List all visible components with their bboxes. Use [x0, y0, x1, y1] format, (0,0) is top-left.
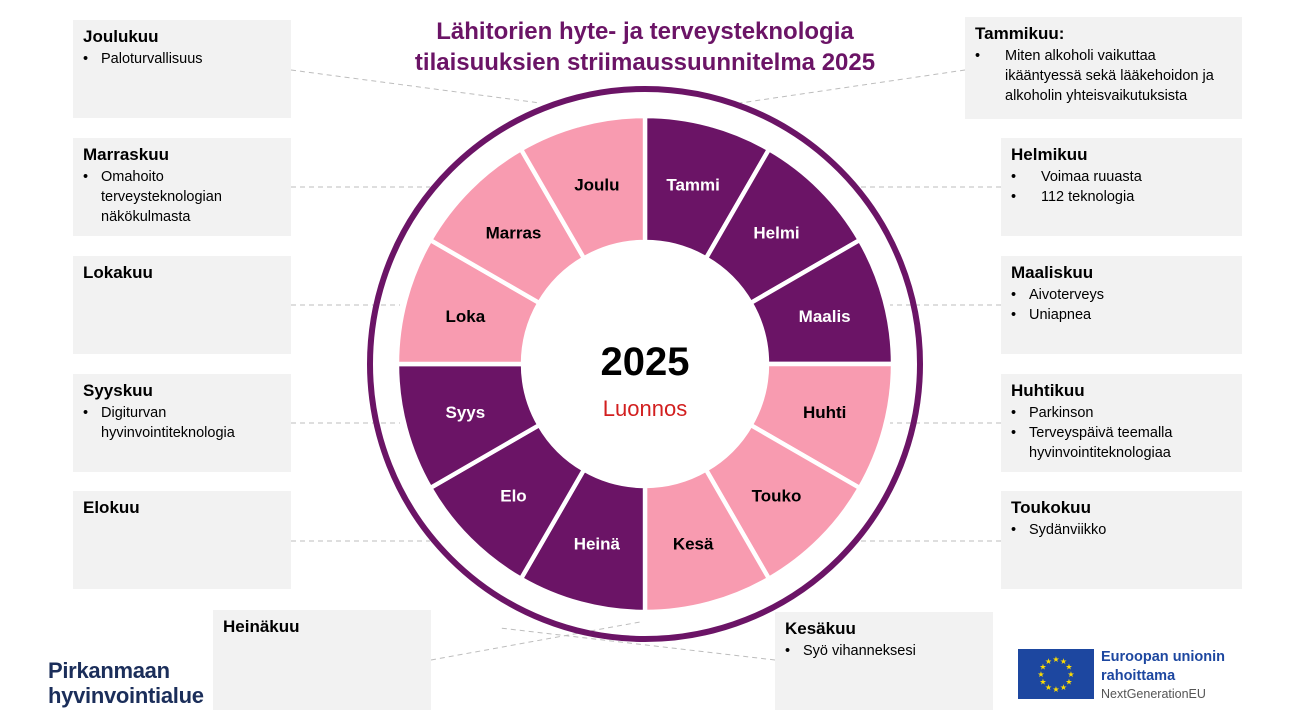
wheel-label: Maalis: [799, 307, 851, 326]
month-title: Kesäkuu: [785, 619, 856, 638]
topic-item: Digiturvan hyvinvointiteknologia: [83, 403, 281, 443]
title-line-2: tilaisuuksien striimaussuunnitelma 2025: [414, 49, 876, 76]
topic-list: Omahoito terveysteknologian näkökulmasta: [83, 167, 281, 227]
logo-line-2: hyvinvointialue: [48, 683, 204, 708]
eu-line-2: rahoittama: [1101, 668, 1176, 684]
pirkanmaa-logo: Pirkanmaan hyvinvointialue: [48, 658, 204, 708]
month-box-kesakuu: Kesäkuu Syö vihanneksesi: [775, 612, 993, 710]
month-box-joulukuu: Joulukuu Paloturvallisuus: [73, 20, 291, 118]
eu-flag-icon: ★ ★ ★ ★ ★ ★ ★ ★ ★ ★ ★ ★: [1018, 649, 1094, 699]
wheel-label: Huhti: [803, 403, 846, 422]
wheel-center: [523, 242, 767, 486]
connector-lines: [290, 69, 1001, 661]
title-line-1: Lähitorien hyte- ja terveysteknologia: [436, 18, 854, 45]
month-box-marraskuu: Marraskuu Omahoito terveysteknologian nä…: [73, 138, 291, 236]
month-title: Toukokuu: [1011, 498, 1091, 517]
topic-item: Uniapnea: [1011, 305, 1232, 325]
eu-line-1: Euroopan unionin: [1101, 649, 1226, 665]
wheel-label: Elo: [500, 487, 526, 506]
topic-item: Parkinson: [1011, 403, 1232, 423]
logo-line-1: Pirkanmaan: [48, 658, 170, 683]
eu-stars: ★★★★★★★★★ ★ ★★: [1037, 655, 1074, 694]
wheel-label: Touko: [752, 487, 802, 506]
star-icon: ★: [1060, 683, 1067, 692]
month-box-heinakuu: Heinäkuu: [213, 610, 431, 710]
topic-item: Omahoito terveysteknologian näkökulmasta: [83, 167, 281, 227]
month-title: Tammikuu:: [975, 24, 1065, 43]
star-icon: ★: [1067, 670, 1074, 679]
center-year: 2025: [600, 340, 690, 384]
month-title: Marraskuu: [83, 145, 169, 164]
page-title: Lähitorien hyte- ja terveysteknologia ti…: [330, 16, 960, 78]
month-title: Heinäkuu: [223, 617, 300, 636]
month-box-huhtikuu: Huhtikuu ParkinsonTerveyspäivä teemalla …: [1001, 374, 1242, 472]
month-title: Elokuu: [83, 498, 140, 517]
wheel-label: Joulu: [574, 175, 619, 194]
connector-line: [430, 621, 641, 661]
month-box-syyskuu: Syyskuu Digiturvan hyvinvointiteknologia: [73, 374, 291, 472]
topic-list: Paloturvallisuus: [83, 49, 281, 69]
wheel-segments: Tammi Helmi Maalis Huhti Touko Kesä Heinä Elo Sy…: [394, 113, 896, 615]
star-icon: ★: [1065, 678, 1072, 687]
connector-line: [499, 627, 776, 661]
month-box-lokakuu: Lokakuu: [73, 256, 291, 354]
wheel-label: Helmi: [753, 223, 799, 242]
star-icon: ★: [1039, 663, 1046, 672]
star-icon: ★: [1052, 685, 1059, 694]
wheel-label: Tammi: [666, 175, 720, 194]
topic-list: ParkinsonTerveyspäivä teemalla hyvinvoin…: [1011, 403, 1232, 463]
topic-item: Miten alkoholi vaikuttaa ikääntyessä sek…: [975, 46, 1232, 106]
star-icon: ★: [1045, 657, 1052, 666]
connector-line: [290, 69, 541, 104]
eu-funding-label: Euroopan unionin rahoittama: [1101, 648, 1225, 686]
topic-item: Paloturvallisuus: [83, 49, 281, 69]
outer-ring: [367, 86, 923, 642]
wheel-label: Kesä: [673, 535, 714, 554]
topic-list: Sydänviikko: [1011, 520, 1232, 540]
topic-item: Syö vihanneksesi: [785, 641, 983, 661]
topic-list: Miten alkoholi vaikuttaa ikääntyessä sek…: [975, 46, 1232, 106]
star-icon: ★: [1060, 657, 1067, 666]
topic-item: Sydänviikko: [1011, 520, 1232, 540]
star-icon: ★: [1045, 683, 1052, 692]
nextgen-label: NextGenerationEU: [1101, 687, 1206, 701]
wheel-label: Heinä: [574, 535, 621, 554]
draft-label: Luonnos: [602, 396, 688, 421]
month-title: Joulukuu: [83, 27, 159, 46]
star-icon: ★: [1037, 670, 1044, 679]
month-title: Huhtikuu: [1011, 381, 1085, 400]
topic-item: 112 teknologia: [1011, 187, 1232, 207]
star-icon: ★: [1039, 678, 1046, 687]
star-icon: ★: [1065, 663, 1072, 672]
star-icon: ★: [1052, 655, 1059, 664]
topic-list: AivoterveysUniapnea: [1011, 285, 1232, 325]
month-title: Syyskuu: [83, 381, 153, 400]
month-box-elokuu: Elokuu: [73, 491, 291, 589]
wheel-label: Syys: [445, 403, 485, 422]
month-box-tammikuu: Tammikuu: Miten alkoholi vaikuttaa ikään…: [965, 17, 1242, 119]
topic-list: Voimaa ruuasta112 teknologia: [1011, 167, 1232, 207]
wheel-label: Marras: [486, 223, 542, 242]
topic-item: Terveyspäivä teemalla hyvinvointiteknolo…: [1011, 423, 1232, 463]
month-title: Helmikuu: [1011, 145, 1088, 164]
topic-item: Voimaa ruuasta: [1011, 167, 1232, 187]
month-box-toukokuu: Toukokuu Sydänviikko: [1001, 491, 1242, 589]
month-box-helmikuu: Helmikuu Voimaa ruuasta112 teknologia: [1001, 138, 1242, 236]
month-title: Lokakuu: [83, 263, 153, 282]
month-box-maaliskuu: Maaliskuu AivoterveysUniapnea: [1001, 256, 1242, 354]
topic-item: Aivoterveys: [1011, 285, 1232, 305]
wheel-label: Loka: [445, 307, 485, 326]
topic-list: Syö vihanneksesi: [785, 641, 983, 661]
connector-line: [739, 69, 966, 104]
topic-list: Digiturvan hyvinvointiteknologia: [83, 403, 281, 443]
month-title: Maaliskuu: [1011, 263, 1094, 282]
